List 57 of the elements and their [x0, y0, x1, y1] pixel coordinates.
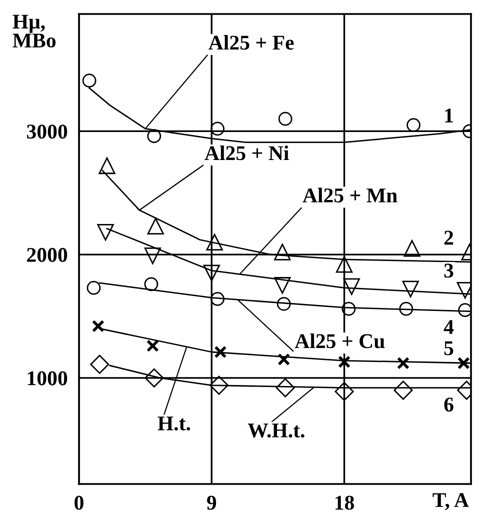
point	[209, 376, 229, 395]
point	[214, 346, 227, 358]
x-tick-label: 0	[74, 496, 84, 510]
point	[458, 303, 471, 318]
point	[457, 356, 470, 370]
point	[406, 118, 420, 132]
x-axis-title: T, A	[432, 493, 469, 510]
annotation: Al25 + Mn	[302, 188, 398, 202]
point	[98, 157, 116, 174]
x-tick-label: 9	[206, 496, 216, 510]
point	[82, 74, 96, 88]
annotation: 6	[444, 398, 454, 412]
point	[147, 218, 164, 235]
point	[147, 129, 162, 144]
point	[144, 368, 164, 388]
annotation: 4	[444, 320, 454, 334]
y-axis-title: Hμ, MBo	[12, 14, 56, 48]
point	[144, 247, 162, 264]
point	[402, 280, 419, 298]
point	[336, 256, 353, 273]
point	[396, 356, 410, 370]
point	[210, 122, 224, 136]
point	[210, 292, 224, 306]
annotation: 2	[444, 230, 454, 245]
y-tick-label: 2000	[27, 248, 68, 262]
annotation: Al25 + Fe	[208, 35, 294, 50]
annotation: 3	[444, 264, 454, 278]
point	[276, 296, 291, 311]
point	[342, 302, 356, 316]
point	[90, 354, 110, 374]
point	[97, 224, 114, 241]
point	[404, 240, 420, 257]
point	[334, 382, 354, 402]
y-tick-label: 1000	[28, 371, 68, 386]
point	[92, 320, 104, 332]
point	[86, 280, 101, 295]
point	[278, 112, 292, 126]
annotation: Al25 + Ni	[204, 146, 289, 160]
point	[274, 244, 291, 260]
y-tick-label: 3000	[27, 124, 68, 139]
point	[276, 378, 295, 398]
point	[206, 234, 223, 251]
annotation: H.t.	[158, 416, 190, 431]
point	[278, 353, 290, 366]
annotation: W.H.t.	[248, 424, 304, 438]
point	[274, 277, 291, 294]
point	[203, 264, 220, 282]
annotation: 5	[444, 341, 454, 356]
annotation: 1	[445, 108, 453, 122]
point	[144, 277, 158, 292]
point	[338, 356, 351, 368]
x-tick-label: 18	[336, 496, 354, 510]
point	[146, 340, 159, 352]
point	[399, 302, 414, 316]
point	[343, 278, 360, 295]
point	[394, 380, 413, 400]
annotation: Al25 + Cu	[294, 334, 385, 348]
